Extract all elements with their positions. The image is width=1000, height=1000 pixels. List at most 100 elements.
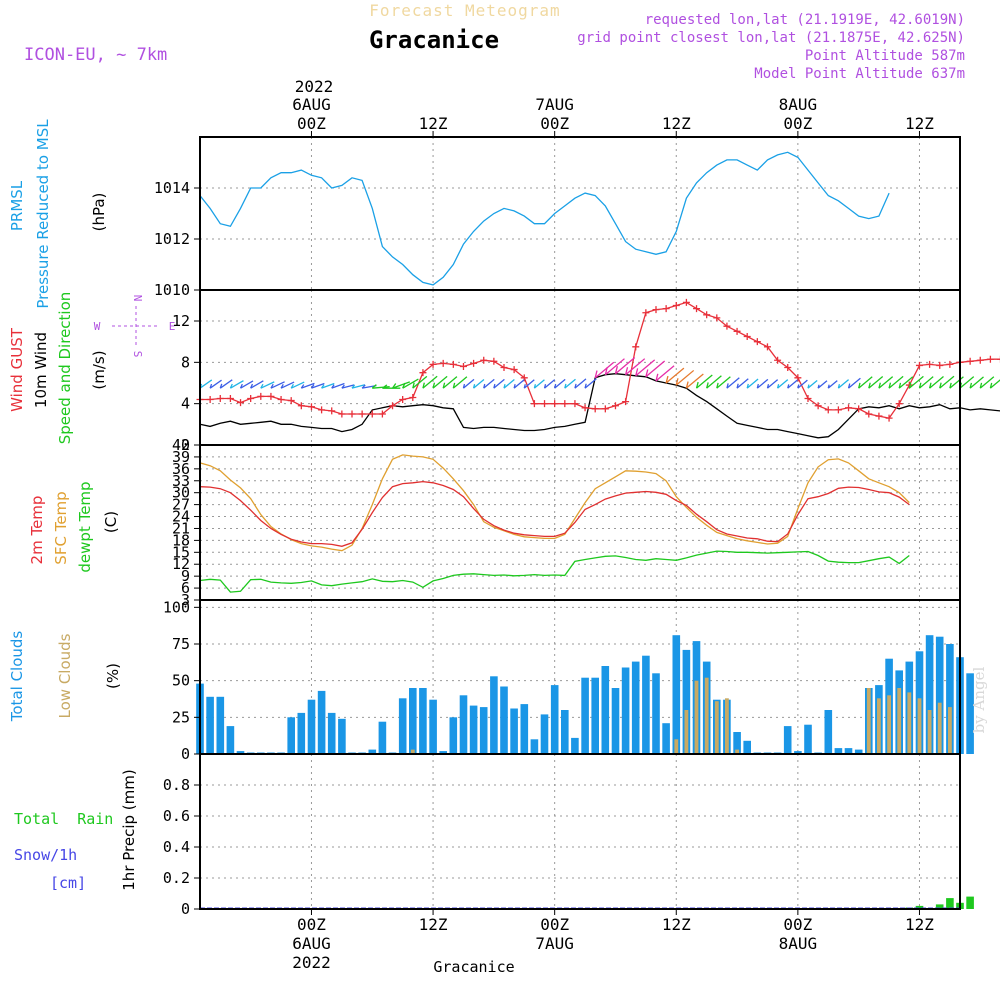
- wind-arrow: [635, 359, 656, 377]
- wind-arrow-head: [371, 384, 377, 389]
- total-clouds-bar: [561, 710, 569, 754]
- wind-gust-line-point: [997, 355, 1000, 363]
- ytick-label: 1012: [154, 230, 190, 248]
- wind-arrow: [645, 360, 666, 378]
- label-total-rain: Total Rain: [14, 810, 113, 828]
- wind-arrow: [878, 376, 894, 389]
- wind-arrow-head: [837, 384, 841, 389]
- wind-gust-line-point: [865, 410, 873, 418]
- wind-gust-line-point: [551, 400, 559, 408]
- wind-arrow: [888, 375, 904, 389]
- wind-arrow: [929, 376, 944, 389]
- total-clouds-bar: [490, 676, 498, 754]
- model-label: ICON-EU, ~ 7km: [24, 45, 167, 65]
- wind-arrow: [473, 378, 485, 389]
- wind-gust-line-point: [601, 405, 609, 413]
- wind-gust-line-point: [845, 404, 853, 412]
- wind-gust-line-point: [723, 322, 731, 330]
- wind-arrow: [533, 379, 545, 389]
- wind-arrow: [584, 378, 597, 389]
- ytick-label: 12: [172, 555, 190, 573]
- total-clouds-bar: [672, 635, 681, 754]
- ytick-label: 36: [172, 460, 190, 478]
- wind-arrow-head: [361, 384, 366, 389]
- wind-arrow: [746, 378, 759, 389]
- wind-gust-line-point: [672, 302, 680, 309]
- total-clouds-bar: [966, 673, 974, 754]
- wind-arrow: [554, 378, 566, 389]
- wind-arrow-head: [766, 384, 770, 389]
- ytick-label: 4: [181, 395, 190, 413]
- wind-gust-line-point: [297, 402, 305, 410]
- wind-arrow: [756, 378, 769, 389]
- wind-arrow: [817, 380, 828, 389]
- wind-gust-line-point: [206, 396, 214, 404]
- wind-arrow-head: [321, 384, 325, 389]
- wind-gust-line-point: [733, 327, 741, 335]
- wind-arrow: [544, 379, 556, 389]
- wind-gust-line-point: [348, 410, 356, 418]
- wind-gust-line-point: [976, 356, 984, 364]
- low-clouds-bar: [674, 739, 679, 754]
- wind-arrow-head: [341, 384, 345, 389]
- total-clouds-bar: [783, 726, 792, 754]
- xtick-top-label: 12Z: [905, 114, 934, 133]
- low-clouds-bar: [735, 749, 739, 754]
- wind-gust-line-point: [926, 360, 934, 368]
- total-clouds-bar: [510, 708, 518, 754]
- ytick-label: 0.8: [163, 776, 190, 794]
- wind-arrow: [331, 382, 345, 389]
- wind-gust-line-point: [338, 410, 346, 418]
- xtick-top-label: 7AUG: [535, 95, 574, 114]
- wind-arrow: [311, 382, 325, 389]
- wind-arrow: [442, 376, 458, 389]
- wind-arrow-head: [939, 382, 942, 389]
- wind-arrow: [422, 375, 438, 389]
- wind-gust-line-point: [642, 309, 650, 317]
- ytick-label: 6: [181, 579, 190, 597]
- requested-coords: requested lon,lat (21.1919E, 42.6019N): [645, 12, 965, 28]
- wind-arrow-head: [726, 383, 729, 389]
- wind-gust-line-point: [226, 395, 234, 402]
- wind-arrow-head: [787, 384, 790, 389]
- wind-arrow: [321, 382, 335, 389]
- wind-arrow-head: [229, 383, 233, 389]
- wind-arrow: [412, 375, 428, 389]
- ytick-label: 0.4: [163, 838, 190, 856]
- low-clouds-bar: [937, 702, 942, 754]
- wind-arrow-head: [817, 384, 820, 389]
- label-10m-wind: 10m Wind: [32, 332, 50, 408]
- xtick-top-label: 12Z: [419, 114, 448, 133]
- label-temp-unit: (C): [102, 511, 120, 533]
- wind-arrow: [625, 358, 646, 376]
- wind-gust-line-point: [986, 355, 994, 363]
- wind-arrow-head: [868, 382, 871, 389]
- ytick-label: 21: [172, 519, 190, 537]
- wind-gust-line-point: [622, 398, 630, 406]
- wind-arrow: [706, 375, 722, 389]
- wind-arrow: [807, 379, 818, 389]
- wind-arrow-head: [462, 383, 466, 389]
- wind-arrow-head: [310, 384, 315, 389]
- label-pressure-unit: (hPa): [90, 193, 108, 232]
- total-clouds-bar: [601, 666, 610, 754]
- wind-arrow-head: [300, 384, 305, 389]
- xtick-bottom-label: 00Z: [297, 915, 326, 934]
- wind-gust-line-point: [652, 306, 660, 314]
- low-clouds-bar: [684, 710, 689, 754]
- panel-frame-precip: [199, 753, 961, 910]
- prmsl-line: [199, 151, 890, 286]
- total-clouds-bar: [571, 737, 579, 754]
- wind-arrow-head: [554, 383, 557, 389]
- wind-gust-line-point: [459, 362, 467, 370]
- wind-arrow-head: [928, 382, 932, 389]
- dewpt-line: [199, 550, 910, 593]
- wind-arrow-head: [655, 373, 659, 382]
- wind-arrow: [797, 379, 808, 389]
- wind-arrow: [483, 378, 495, 389]
- wind-gust-line-point: [895, 400, 903, 408]
- wind-arrow: [604, 358, 625, 376]
- wind-arrow-head: [280, 383, 284, 389]
- wind-gust-line-point: [307, 403, 315, 411]
